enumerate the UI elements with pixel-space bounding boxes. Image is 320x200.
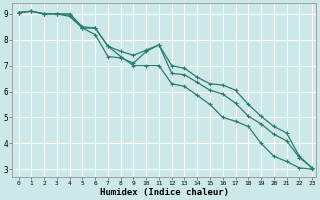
X-axis label: Humidex (Indice chaleur): Humidex (Indice chaleur) — [100, 188, 228, 197]
